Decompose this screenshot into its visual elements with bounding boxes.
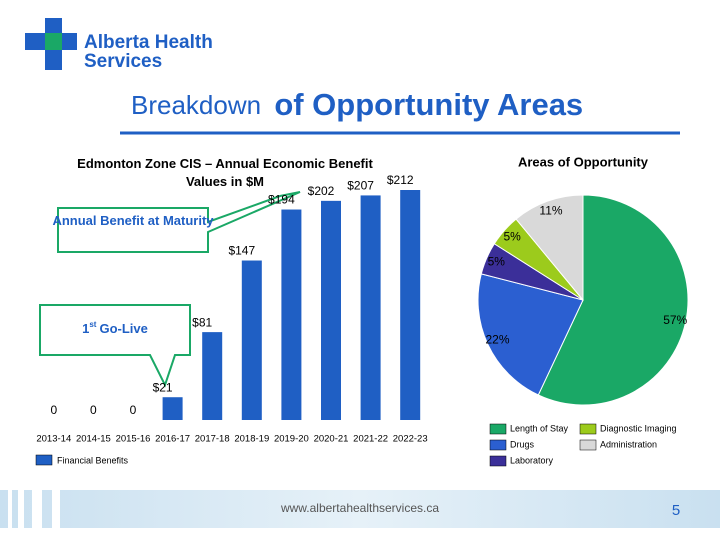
legend-swatch	[489, 455, 507, 467]
logo-text: Services	[84, 51, 162, 72]
legend-label: Diagnostic Imaging	[600, 423, 677, 433]
callout-part: st	[89, 320, 96, 329]
bar	[241, 260, 262, 420]
value-label: $147	[228, 244, 255, 258]
bar	[321, 200, 341, 420]
x-tick-label: 2017-18	[195, 434, 230, 445]
value-label: 11%	[539, 203, 562, 217]
x-tick-label: 2016-17	[155, 434, 190, 445]
pie-slice	[537, 194, 689, 406]
bar	[360, 195, 381, 420]
legend-label: Financial Benefits	[57, 455, 129, 465]
title-part: Breakdown	[131, 90, 261, 120]
footer-band	[0, 490, 720, 528]
legend-label: Administration	[600, 439, 657, 449]
value-label: $212	[387, 173, 414, 187]
x-tick-label: 2022-23	[393, 434, 428, 445]
legend-swatch	[579, 439, 597, 451]
value-label: 22%	[485, 332, 509, 346]
legend-swatch	[489, 423, 507, 435]
footer-url: www.albertahealthservices.ca	[280, 501, 439, 515]
x-tick-label: 2021-22	[353, 434, 388, 445]
legend-label: Laboratory	[510, 455, 554, 465]
callout-part: Go-Live	[99, 321, 147, 336]
callout-text: 1st Go-Live	[82, 320, 148, 336]
bar-chart-title: Edmonton Zone CIS – Annual Economic Bene…	[77, 156, 373, 189]
value-label: 5%	[488, 255, 506, 269]
bar	[400, 190, 421, 420]
legend-swatch	[489, 439, 507, 451]
pie-slice	[515, 194, 584, 302]
bar	[202, 332, 223, 420]
value-label: $81	[192, 315, 212, 329]
legend-label: Length of Stay	[510, 423, 569, 433]
x-tick-label: 2020-21	[314, 434, 349, 445]
value-label: 57%	[663, 313, 687, 327]
callout-box	[57, 191, 301, 253]
logo-mark	[25, 18, 77, 70]
title-part: of Opportunity Areas	[274, 87, 583, 122]
callout-box	[39, 304, 191, 388]
value-label: 5%	[503, 230, 521, 244]
x-tick-label: 2014-15	[76, 434, 111, 445]
chart-title: Areas of Opportunity	[518, 154, 649, 169]
x-tick-label: 2019-20	[274, 434, 309, 445]
page-number: 5	[672, 502, 680, 519]
x-tick-label: 2015-16	[116, 434, 151, 445]
legend-swatch	[35, 454, 53, 466]
value-label: 0	[90, 403, 97, 417]
pie-slice	[477, 273, 584, 396]
value-label: $207	[347, 179, 374, 193]
value-label: $202	[308, 184, 335, 198]
logo-text: Alberta Health	[84, 32, 213, 53]
callout-text: Annual Benefit at Maturity	[52, 213, 214, 228]
x-tick-label: 2018-19	[234, 434, 269, 445]
value-label: $194	[268, 193, 295, 207]
footer-stripes	[8, 490, 60, 528]
x-tick-label: 2013-14	[36, 434, 71, 445]
callout-line: Annual Benefit at Maturity	[52, 213, 214, 228]
callout-part: 1	[82, 321, 89, 336]
legend-label: Drugs	[510, 439, 535, 449]
value-label: $21	[153, 380, 173, 394]
value-label: 0	[130, 403, 137, 417]
bar	[162, 397, 183, 420]
bar	[281, 209, 302, 420]
value-label: 0	[50, 403, 57, 417]
slide-title: Breakdown of Opportunity Areas	[131, 87, 583, 122]
legend-swatch	[579, 423, 597, 435]
